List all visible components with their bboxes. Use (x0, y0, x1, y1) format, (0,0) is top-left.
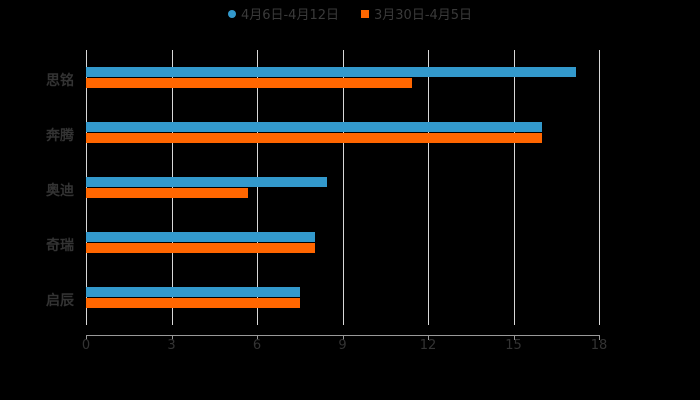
legend-item-series-1[interactable]: 4月6日-4月12日 (227, 4, 339, 23)
x-axis-tick (257, 335, 258, 340)
category-label: 奥迪 (46, 183, 74, 199)
gridline (86, 50, 87, 325)
category-label: 启辰 (46, 293, 74, 309)
legend-label: 4月6日-4月12日 (240, 8, 339, 23)
x-axis-tick (513, 335, 515, 340)
x-axis-line (86, 335, 599, 336)
bar-series-1[interactable] (86, 177, 327, 187)
gridline (428, 50, 429, 325)
bar-series-2[interactable] (86, 78, 413, 88)
x-axis-tick-label: 12 (419, 338, 437, 353)
category-label: 思铭 (46, 73, 74, 89)
gridline (171, 50, 173, 325)
chart-legend: 4月6日-4月12日 3月30日-4月5日 (0, 4, 700, 23)
bar-series-2[interactable] (86, 133, 542, 143)
legend-marker-circle-icon (227, 9, 236, 18)
category-label: 奇瑞 (46, 238, 74, 254)
category-label: 奔腾 (46, 128, 74, 144)
x-axis-tick-label: 0 (81, 338, 91, 353)
bar-series-1[interactable] (86, 232, 316, 242)
x-axis-tick-label: 9 (338, 338, 347, 353)
bar-series-1[interactable] (86, 122, 542, 132)
bar-series-2[interactable] (86, 188, 249, 198)
x-axis-tick (86, 335, 87, 340)
x-axis-tick (428, 335, 429, 340)
gridline (599, 50, 600, 325)
x-axis-tick-label: 6 (252, 338, 262, 353)
x-axis-tick (342, 335, 344, 340)
legend-label: 3月30日-4月5日 (374, 8, 473, 23)
x-axis-tick-label: 18 (590, 338, 608, 353)
gridline (342, 50, 344, 325)
legend-marker-square-icon (361, 9, 369, 18)
x-axis-tick-label: 3 (167, 338, 176, 353)
bar-series-2[interactable] (86, 298, 300, 308)
x-axis-tick-label: 15 (505, 338, 522, 353)
legend-item-series-2[interactable]: 3月30日-4月5日 (361, 4, 472, 23)
bar-series-1[interactable] (86, 67, 577, 77)
bar-series-2[interactable] (86, 243, 316, 253)
gridline (257, 50, 258, 325)
x-axis-tick (599, 335, 600, 340)
bar-series-1[interactable] (86, 287, 300, 297)
gridline (513, 50, 515, 325)
x-axis-tick (171, 335, 173, 340)
